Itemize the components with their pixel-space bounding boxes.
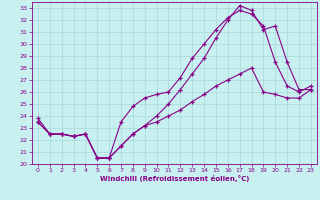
X-axis label: Windchill (Refroidissement éolien,°C): Windchill (Refroidissement éolien,°C) — [100, 175, 249, 182]
